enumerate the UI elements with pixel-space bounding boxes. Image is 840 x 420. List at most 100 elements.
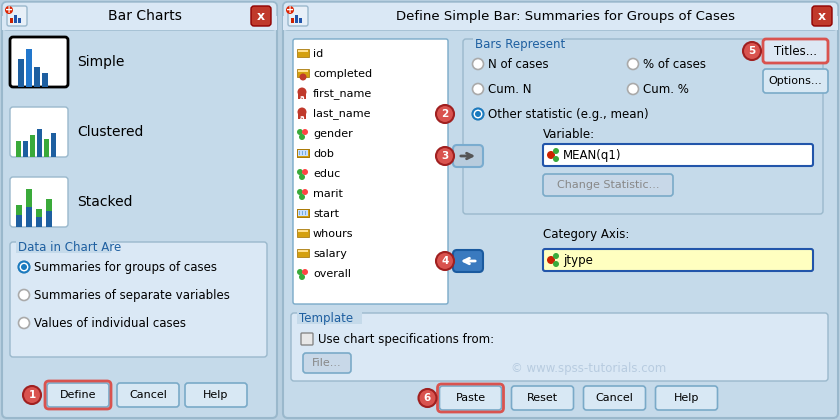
Bar [298, 210, 308, 212]
Circle shape [418, 389, 437, 407]
Circle shape [21, 264, 27, 270]
Bar [297, 209, 309, 217]
Text: gender: gender [313, 129, 353, 139]
FancyBboxPatch shape [763, 69, 828, 93]
Bar [51, 133, 56, 157]
Text: Summaries for groups of cases: Summaries for groups of cases [34, 260, 217, 273]
FancyBboxPatch shape [283, 2, 838, 30]
FancyBboxPatch shape [439, 386, 501, 410]
Circle shape [547, 256, 555, 264]
Bar [297, 312, 362, 324]
Text: MEAN(q1): MEAN(q1) [563, 149, 622, 162]
Text: overall: overall [313, 269, 351, 279]
Bar [36, 209, 42, 217]
Circle shape [18, 289, 29, 300]
Text: dob: dob [313, 149, 333, 159]
Text: Define: Define [60, 390, 97, 400]
Bar [297, 149, 309, 157]
Circle shape [553, 253, 559, 259]
Text: % of cases: % of cases [643, 58, 706, 71]
Bar [473, 38, 563, 50]
Bar [34, 67, 40, 87]
FancyBboxPatch shape [185, 383, 247, 407]
Circle shape [436, 147, 454, 165]
Text: x: x [818, 10, 826, 23]
Text: 2: 2 [441, 109, 449, 119]
Bar [2, 16, 277, 30]
FancyBboxPatch shape [2, 2, 277, 30]
Circle shape [436, 252, 454, 270]
Bar [305, 211, 306, 215]
Text: 4: 4 [441, 256, 449, 266]
Bar [305, 151, 306, 155]
Bar [298, 50, 308, 52]
Text: id: id [313, 49, 323, 59]
Text: +: + [286, 5, 294, 15]
Bar [42, 73, 48, 87]
FancyBboxPatch shape [301, 333, 313, 345]
Bar [14, 15, 17, 23]
Text: x: x [257, 10, 265, 23]
Circle shape [297, 189, 303, 195]
Bar [295, 15, 298, 23]
Bar [302, 151, 303, 155]
FancyBboxPatch shape [291, 313, 828, 381]
Text: 3: 3 [441, 151, 449, 161]
FancyBboxPatch shape [763, 39, 828, 63]
FancyBboxPatch shape [10, 242, 267, 357]
Text: 6: 6 [424, 393, 431, 403]
Circle shape [18, 262, 29, 273]
Circle shape [302, 269, 308, 275]
Bar [299, 211, 300, 215]
Circle shape [302, 189, 308, 195]
Text: Options...: Options... [769, 76, 822, 86]
Text: Template: Template [299, 312, 353, 325]
Circle shape [299, 194, 305, 200]
Circle shape [436, 105, 454, 123]
Text: Clustered: Clustered [77, 125, 144, 139]
Text: Cum. %: Cum. % [643, 82, 689, 95]
Text: first_name: first_name [313, 89, 372, 100]
FancyBboxPatch shape [453, 145, 483, 167]
Bar [26, 207, 32, 227]
Circle shape [472, 84, 484, 94]
Bar [18, 59, 24, 87]
Circle shape [743, 42, 761, 60]
Text: Values of individual cases: Values of individual cases [34, 317, 186, 330]
FancyBboxPatch shape [812, 6, 832, 26]
FancyBboxPatch shape [543, 174, 673, 196]
Bar [18, 18, 21, 23]
Circle shape [297, 87, 307, 97]
Circle shape [475, 111, 481, 117]
Bar [291, 18, 294, 23]
Circle shape [472, 108, 484, 120]
Text: Cancel: Cancel [129, 390, 167, 400]
Text: a: a [300, 95, 304, 101]
Text: File...: File... [312, 358, 342, 368]
Text: Titles...: Titles... [774, 45, 816, 58]
Bar [299, 151, 300, 155]
FancyBboxPatch shape [117, 383, 179, 407]
Bar [297, 249, 309, 257]
FancyBboxPatch shape [10, 37, 68, 87]
Text: Change Statistic...: Change Statistic... [557, 180, 659, 190]
FancyBboxPatch shape [283, 2, 838, 418]
FancyBboxPatch shape [463, 39, 823, 214]
Bar [298, 150, 308, 152]
Circle shape [300, 74, 307, 81]
Text: Cancel: Cancel [596, 393, 633, 403]
Bar [26, 49, 32, 87]
Bar [297, 149, 309, 157]
FancyBboxPatch shape [453, 250, 483, 272]
Bar [283, 16, 838, 30]
Text: a: a [300, 115, 304, 121]
Circle shape [18, 262, 29, 273]
Text: Paste: Paste [455, 393, 486, 403]
Bar [299, 18, 302, 23]
Circle shape [297, 269, 303, 275]
Circle shape [5, 6, 13, 14]
Text: marit: marit [313, 189, 343, 199]
Circle shape [297, 169, 303, 175]
Text: 1: 1 [29, 390, 35, 400]
FancyBboxPatch shape [288, 6, 308, 26]
